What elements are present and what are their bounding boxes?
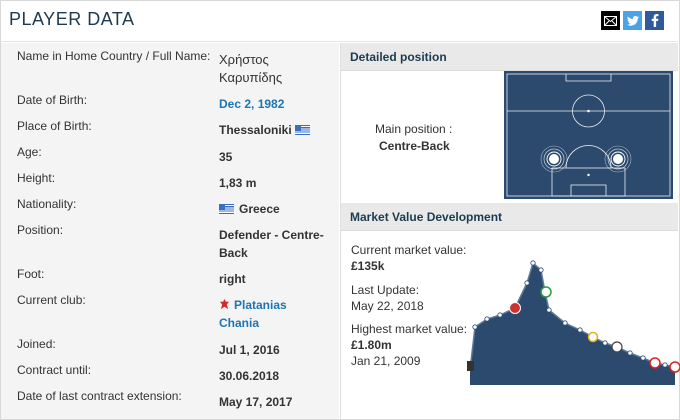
label-place-of-birth: Place of Birth: xyxy=(17,119,92,133)
last-update-label: Last Update: xyxy=(351,283,420,297)
last-update-date: May 22, 2018 xyxy=(351,299,424,313)
chart-point xyxy=(538,267,544,273)
value-height: 1,83 m xyxy=(219,176,257,190)
value-joined: Jul 1, 2016 xyxy=(219,343,280,357)
label-age: Age: xyxy=(17,145,42,159)
highest-market-value-date: Jan 21, 2009 xyxy=(351,354,421,368)
facebook-icon[interactable] xyxy=(645,11,664,30)
label-contract-until: Contract until: xyxy=(17,363,92,377)
chart-point xyxy=(484,316,490,322)
widget-title: PLAYER DATA xyxy=(9,9,135,29)
current-market-value-amount: £135k xyxy=(351,259,385,273)
chart-point xyxy=(640,355,646,361)
label-foot: Foot: xyxy=(17,267,45,281)
market-value-heading: Market Value Development xyxy=(350,210,503,224)
value-date-of-birth-link[interactable]: Dec 2, 1982 xyxy=(219,97,285,111)
divider xyxy=(340,43,341,419)
label-joined: Joined: xyxy=(17,337,56,351)
value-current-club[interactable]: Platanias Chania xyxy=(219,296,287,332)
mail-icon[interactable] xyxy=(601,11,620,30)
greece-flag-icon xyxy=(294,125,310,135)
chart-point xyxy=(472,324,478,330)
label-current-club: Current club: xyxy=(17,293,86,307)
highest-market-value: £1.80m xyxy=(351,337,392,353)
chart-point xyxy=(546,307,552,313)
label-position: Position: xyxy=(17,223,64,237)
value-place-of-birth-text: Thessaloniki xyxy=(219,123,292,137)
chart-point xyxy=(577,327,583,333)
label-full-name: Name in Home Country / Full Name: xyxy=(17,49,211,63)
chart-point xyxy=(562,320,568,326)
label-last-extension: Date of last contract extension: xyxy=(17,389,182,403)
chart-point xyxy=(524,280,530,286)
main-position-label: Main position : xyxy=(375,122,453,136)
widget-header: PLAYER DATA xyxy=(0,0,678,42)
label-date-of-birth: Date of Birth: xyxy=(17,93,88,107)
chart-point xyxy=(602,340,608,346)
value-foot: right xyxy=(219,272,246,286)
chart-point xyxy=(627,350,633,356)
detailed-position-header: Detailed position xyxy=(341,43,678,71)
market-value-header: Market Value Development xyxy=(341,203,678,231)
position-pitch-diagram xyxy=(504,71,673,199)
value-nationality-text: Greece xyxy=(239,202,280,216)
market-value-chart xyxy=(467,260,680,385)
current-market-value: £135k xyxy=(351,258,384,274)
value-position: Defender - Centre- Back xyxy=(219,228,324,260)
value-place-of-birth: Thessaloniki xyxy=(219,121,310,139)
club-crest-icon xyxy=(219,299,230,310)
position-marker-right xyxy=(604,145,632,173)
label-nationality: Nationality: xyxy=(17,197,77,211)
value-age: 35 xyxy=(219,150,233,164)
value-full-name: Χρήστος Καρυπίδης xyxy=(219,52,283,85)
value-last-extension: May 17, 2017 xyxy=(219,395,293,409)
position-marker-left xyxy=(540,145,568,173)
player-info-table xyxy=(1,43,339,419)
value-nationality: Greece xyxy=(219,200,280,218)
chart-point xyxy=(497,312,503,318)
highest-market-value-label: Highest market value: xyxy=(351,322,468,336)
chart-point xyxy=(662,362,668,368)
club-crest-icon xyxy=(467,286,680,373)
main-position-value: Centre-Back xyxy=(379,139,450,153)
current-market-value-label: Current market value: xyxy=(351,243,467,257)
market-value-area xyxy=(470,263,675,385)
chart-point xyxy=(530,260,536,266)
greece-flag-icon xyxy=(219,204,234,214)
value-current-club-link[interactable]: Platanias Chania xyxy=(219,298,287,330)
detailed-position-heading: Detailed position xyxy=(350,50,447,64)
highest-market-value-amount: £1.80m xyxy=(351,338,392,352)
twitter-icon[interactable] xyxy=(623,11,642,30)
value-contract-until: 30.06.2018 xyxy=(219,369,280,383)
label-height: Height: xyxy=(17,171,56,185)
